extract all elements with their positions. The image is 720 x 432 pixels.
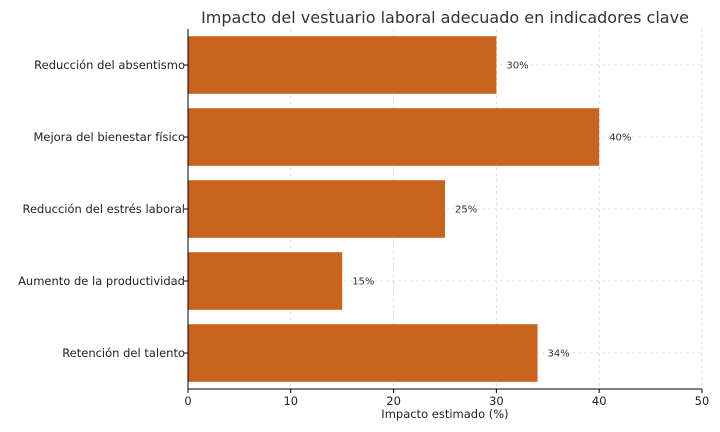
y-category-label: Reducción del estrés laboral [22, 202, 185, 216]
data-label: 15% [352, 277, 374, 288]
data-label: 30% [506, 61, 528, 72]
y-axis-categories: Reducción del absentismo Mejora del biene… [18, 58, 188, 360]
y-category-label: Aumento de la productividad [18, 274, 185, 288]
x-tick-label: 30 [489, 394, 504, 408]
data-label: 40% [609, 133, 631, 144]
x-tick-label: 20 [386, 394, 401, 408]
bar [188, 180, 445, 238]
data-label: 34% [548, 349, 570, 360]
x-tick-label: 50 [695, 394, 710, 408]
bar [188, 324, 538, 382]
x-tick-label: 0 [184, 394, 191, 408]
x-tick-label: 10 [283, 394, 298, 408]
y-category-label: Mejora del bienestar físico [33, 130, 185, 144]
data-label: 25% [455, 205, 477, 216]
bar [188, 36, 497, 94]
x-axis-label: Impacto estimado (%) [381, 407, 508, 421]
y-category-label: Retención del talento [62, 346, 185, 360]
x-tick-label: 40 [592, 394, 607, 408]
chart-title: Impacto del vestuario laboral adecuado e… [201, 8, 689, 27]
bars [188, 36, 600, 382]
data-labels: 30% 40% 25% 15% 34% [352, 61, 631, 360]
bar [188, 108, 600, 166]
x-axis-ticks: 0 10 20 30 40 50 [184, 389, 709, 408]
y-category-label: Reducción del absentismo [34, 58, 185, 72]
bar [188, 252, 343, 310]
